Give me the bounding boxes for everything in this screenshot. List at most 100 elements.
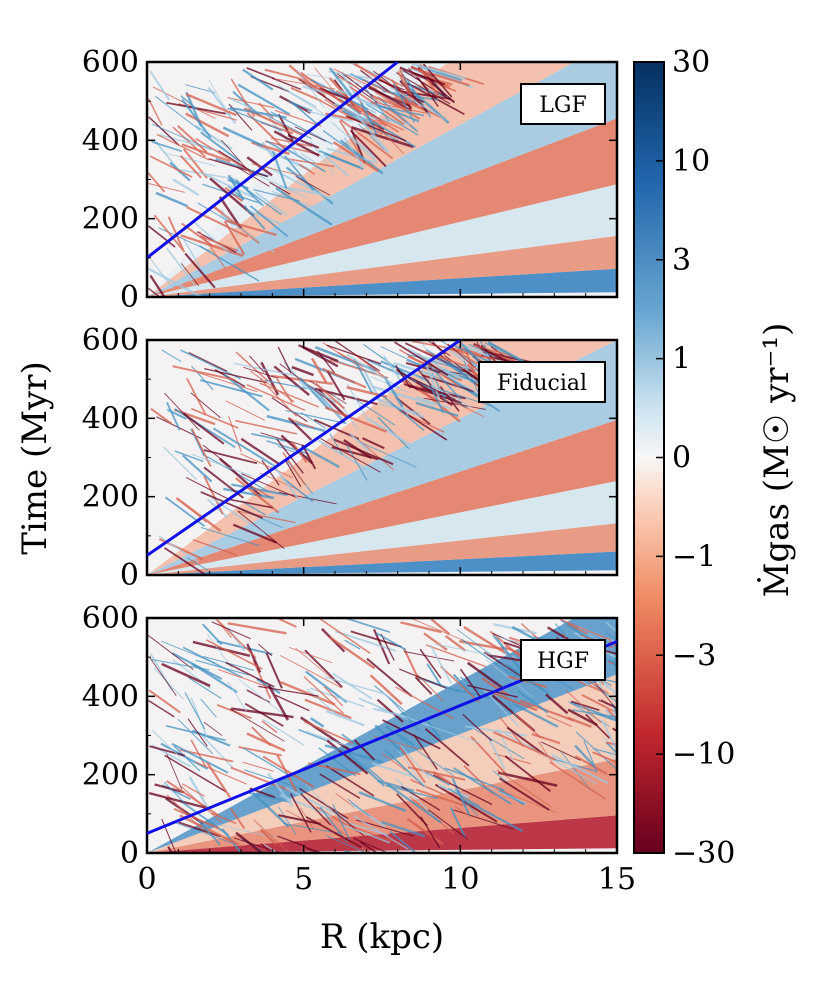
colorbar-tick-label: −3 <box>672 638 716 673</box>
streak <box>454 805 471 818</box>
colorbar-tick-label: 0 <box>672 441 691 476</box>
colorbar-tick-label: 30 <box>672 45 710 80</box>
streak <box>192 539 238 557</box>
streak <box>600 699 617 709</box>
streak <box>166 408 187 420</box>
streak <box>393 361 436 378</box>
streak <box>419 648 442 679</box>
streak <box>350 630 402 648</box>
streak <box>551 754 609 784</box>
streak <box>403 383 462 404</box>
streak <box>173 745 201 772</box>
streak <box>357 123 385 151</box>
streak <box>511 702 559 728</box>
streak <box>324 676 387 696</box>
streak <box>566 716 592 728</box>
panel-lgf: 0 200 400 600 LGF <box>82 45 619 315</box>
streak <box>349 433 370 452</box>
streak <box>203 475 224 515</box>
streak <box>540 741 581 761</box>
colorbar-title: Ṁgas (M☉ yr⁻¹) <box>757 323 797 598</box>
streak <box>153 214 184 251</box>
streak <box>279 654 342 689</box>
streak <box>319 773 361 799</box>
streak <box>427 809 468 840</box>
streak <box>164 392 200 431</box>
streak <box>188 677 222 699</box>
panel-fiducial: 0 200 400 600 Fiducial <box>82 323 619 593</box>
streak <box>270 137 313 148</box>
streak <box>191 365 214 391</box>
streak <box>371 385 435 407</box>
streak <box>277 835 306 848</box>
streak <box>166 402 181 431</box>
streak <box>304 698 352 720</box>
colorbar-tick-label: −30 <box>672 836 735 871</box>
flow-band <box>147 523 617 575</box>
streak <box>298 787 349 820</box>
streak <box>155 95 201 131</box>
streak <box>328 67 354 98</box>
streak <box>602 737 617 749</box>
streak <box>252 791 290 828</box>
streak <box>242 68 274 91</box>
x-tick-label: 15 <box>598 862 636 897</box>
streak <box>328 70 380 81</box>
streak <box>231 483 288 497</box>
streak <box>317 350 336 374</box>
streak <box>417 65 440 97</box>
streak <box>153 667 185 700</box>
streak <box>399 746 426 784</box>
y-tick-label: 600 <box>82 323 139 358</box>
colorbar-tick-label: −1 <box>672 539 716 574</box>
streak <box>165 724 226 742</box>
y-tick-label: 200 <box>82 758 139 793</box>
streak <box>419 349 466 367</box>
streak <box>202 444 233 468</box>
streak <box>376 632 407 651</box>
streak <box>433 774 493 806</box>
streak <box>326 344 382 365</box>
streak <box>271 190 333 216</box>
streak <box>197 819 221 846</box>
colorbar-tick-label: 10 <box>672 144 710 179</box>
turbulent-streaks <box>150 340 542 575</box>
streak <box>242 747 294 779</box>
streak <box>251 726 272 747</box>
streak <box>415 401 459 417</box>
streak <box>415 788 464 807</box>
streak <box>325 765 375 797</box>
streak <box>380 633 395 661</box>
streak <box>206 761 231 798</box>
streak <box>424 362 441 400</box>
streak <box>592 748 617 756</box>
streak <box>237 510 296 524</box>
streak <box>253 819 291 853</box>
streak <box>299 377 330 411</box>
streak <box>290 101 319 126</box>
streak <box>434 783 498 823</box>
streak <box>369 674 403 705</box>
streak <box>328 635 376 670</box>
streak <box>531 732 561 745</box>
streak <box>161 349 182 362</box>
streak <box>150 407 172 425</box>
streak <box>227 498 273 509</box>
streak <box>462 344 491 358</box>
streak <box>182 412 225 445</box>
streak <box>343 824 391 844</box>
streak <box>378 73 404 87</box>
streak <box>158 535 200 563</box>
streak <box>332 672 373 700</box>
streak <box>423 397 486 410</box>
streak <box>459 668 482 699</box>
streak <box>259 378 297 417</box>
streak <box>186 557 217 575</box>
streak <box>156 133 210 161</box>
streak <box>394 341 449 377</box>
streak <box>403 650 455 662</box>
streak <box>346 354 401 390</box>
streak <box>259 828 278 846</box>
streak <box>177 718 214 755</box>
streak <box>262 755 315 788</box>
